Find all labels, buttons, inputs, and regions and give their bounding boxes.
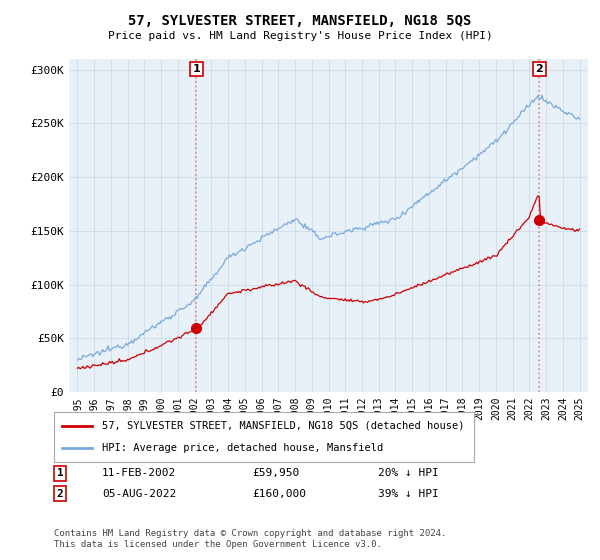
Text: £160,000: £160,000 — [252, 489, 306, 499]
Text: 11-FEB-2002: 11-FEB-2002 — [102, 468, 176, 478]
Text: £59,950: £59,950 — [252, 468, 299, 478]
Text: 2: 2 — [536, 64, 544, 74]
Text: 57, SYLVESTER STREET, MANSFIELD, NG18 5QS: 57, SYLVESTER STREET, MANSFIELD, NG18 5Q… — [128, 14, 472, 28]
Text: Contains HM Land Registry data © Crown copyright and database right 2024.
This d: Contains HM Land Registry data © Crown c… — [54, 529, 446, 549]
Text: 1: 1 — [193, 64, 200, 74]
Text: 20% ↓ HPI: 20% ↓ HPI — [378, 468, 439, 478]
Text: 1: 1 — [56, 468, 64, 478]
Text: 39% ↓ HPI: 39% ↓ HPI — [378, 489, 439, 499]
Text: 2: 2 — [56, 489, 64, 499]
Text: 05-AUG-2022: 05-AUG-2022 — [102, 489, 176, 499]
Text: Price paid vs. HM Land Registry's House Price Index (HPI): Price paid vs. HM Land Registry's House … — [107, 31, 493, 41]
Text: HPI: Average price, detached house, Mansfield: HPI: Average price, detached house, Mans… — [102, 443, 383, 453]
Text: 57, SYLVESTER STREET, MANSFIELD, NG18 5QS (detached house): 57, SYLVESTER STREET, MANSFIELD, NG18 5Q… — [102, 421, 465, 431]
